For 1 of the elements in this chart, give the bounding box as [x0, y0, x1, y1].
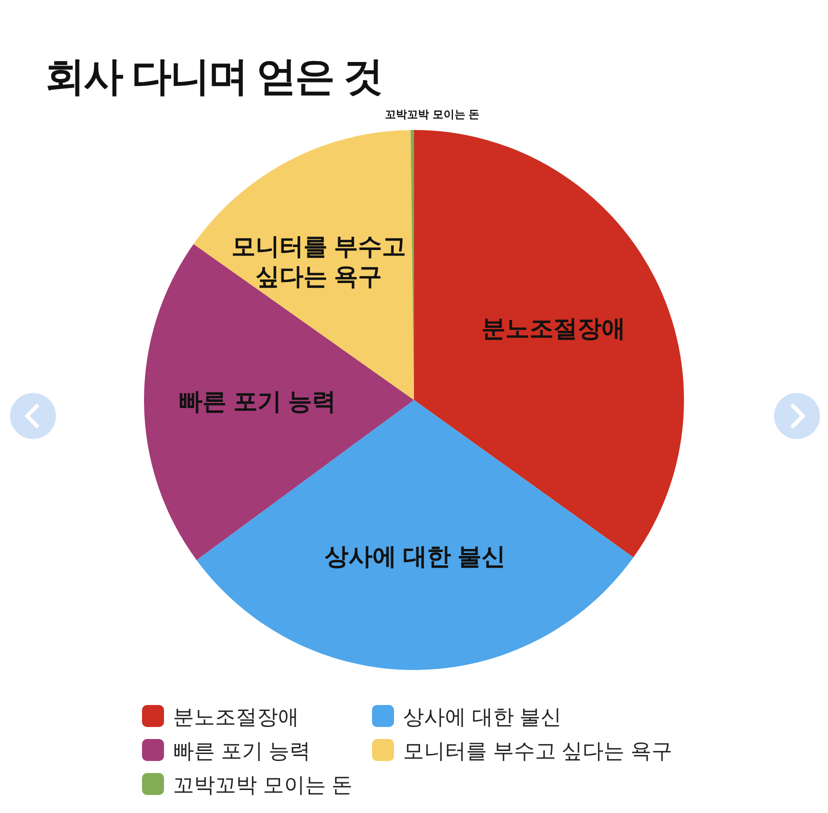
title: 회사 다니며 얻은 것 — [45, 55, 382, 99]
